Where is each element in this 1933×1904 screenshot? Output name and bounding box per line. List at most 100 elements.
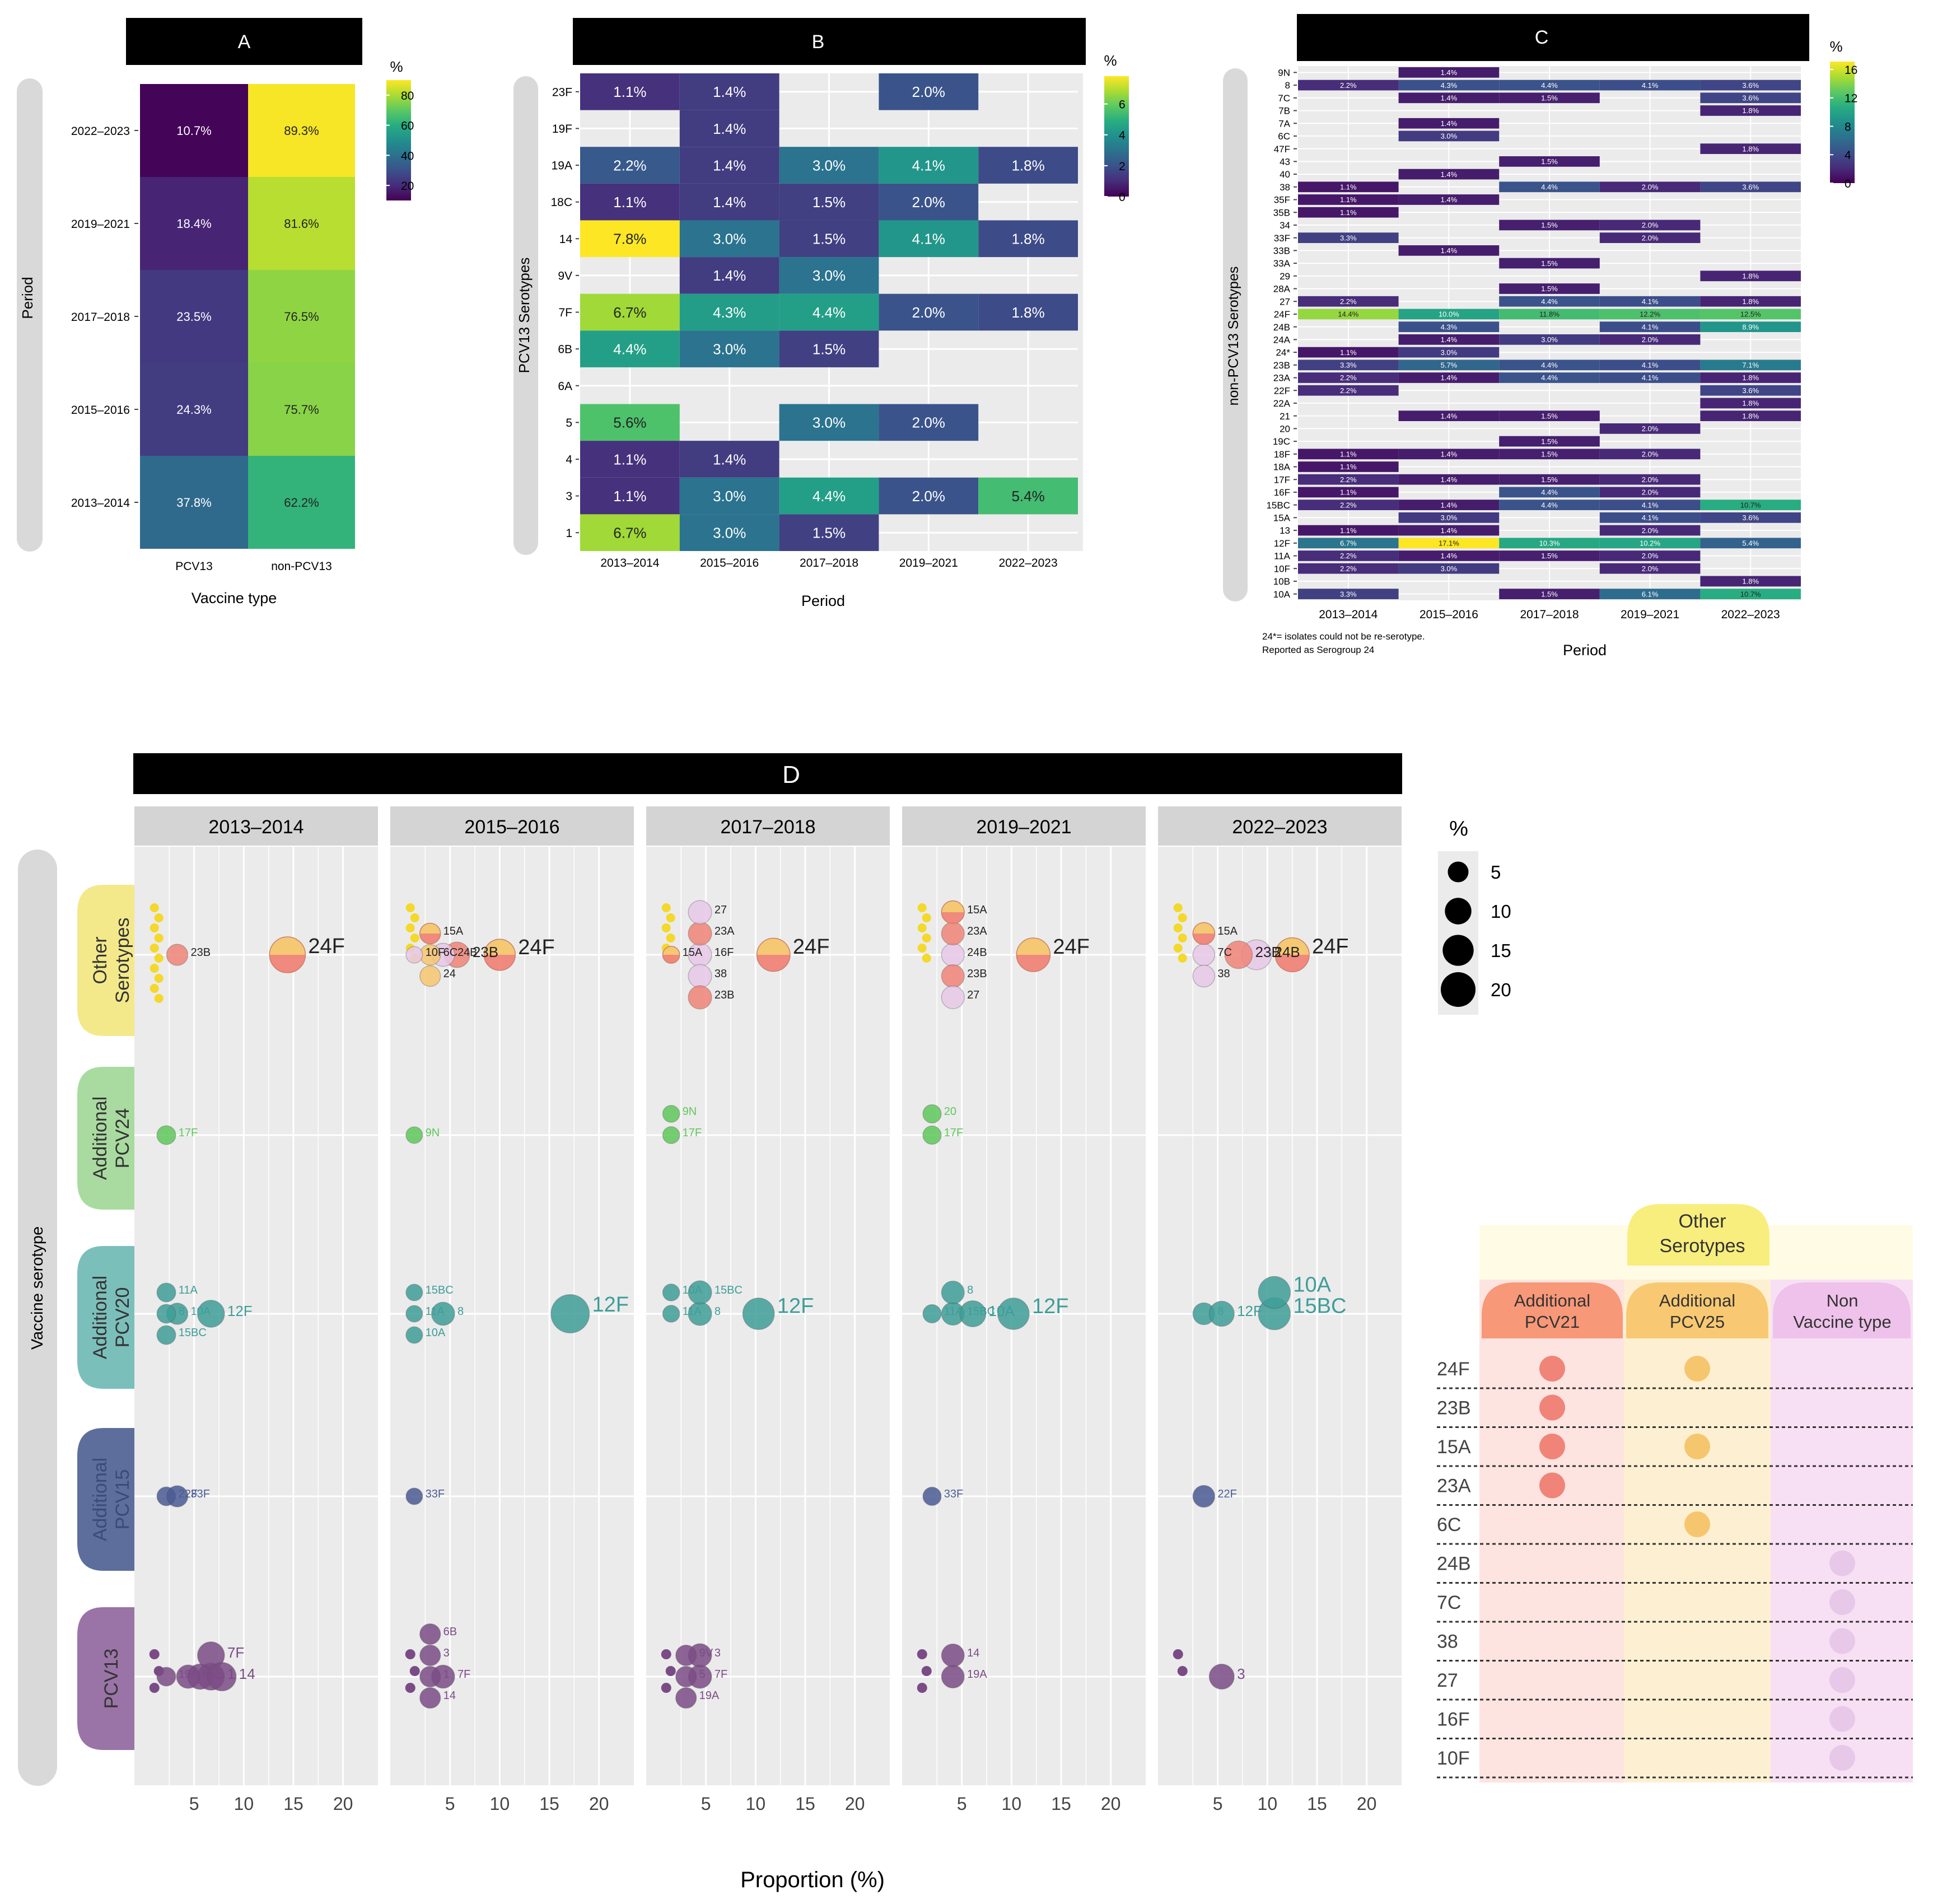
heatmap-cell xyxy=(679,514,779,551)
heatmap-cell xyxy=(679,477,779,515)
data-point-label: 5 xyxy=(699,1668,706,1681)
y-tick-label: 6A xyxy=(558,380,572,393)
heatmap-cell-label: 1.4% xyxy=(1441,501,1458,509)
heatmap-cell xyxy=(1599,181,1701,193)
heatmap-cell-label: 4.4% xyxy=(1541,501,1558,509)
x-tick-label: 10 xyxy=(490,1794,510,1814)
heatmap-cell-label: 75.7% xyxy=(284,403,319,417)
panel-b-title-bar xyxy=(573,18,1086,65)
heatmap-cell-label: 1.5% xyxy=(813,340,846,357)
x-tick-label: 20 xyxy=(333,1794,353,1814)
heatmap-cell xyxy=(1398,360,1500,371)
heatmap-cell xyxy=(1298,80,1399,91)
facet-strip xyxy=(646,806,890,846)
heatmap-cell-label: 2.2% xyxy=(1340,81,1357,90)
background-point xyxy=(150,984,159,993)
heatmap-cell-label: 1.1% xyxy=(613,488,646,505)
heatmap-cell xyxy=(1599,449,1701,460)
heatmap-cell-label: 3.6% xyxy=(1742,81,1759,90)
data-point xyxy=(1224,940,1253,969)
heatmap-cell-label: 1.8% xyxy=(1011,304,1044,321)
data-point-label: 14 xyxy=(967,1647,979,1659)
heatmap-cell-label: 10.7% xyxy=(176,124,211,138)
panel-a-title-bar xyxy=(126,18,362,65)
data-point xyxy=(166,944,189,966)
data-point-label: 33F xyxy=(426,1488,445,1500)
y-tick-label: 22A xyxy=(1273,398,1291,409)
colorbar-tick-label: 20 xyxy=(401,180,414,193)
heatmap-cell-label: 1.5% xyxy=(1541,221,1558,230)
data-point xyxy=(662,1284,680,1301)
y-tick-label: 2017–2018 xyxy=(71,311,130,324)
heatmap-cell-label: 4.4% xyxy=(613,340,646,357)
data-point-label: 15A xyxy=(967,904,987,916)
y-tick-label: 7F xyxy=(558,306,572,319)
heatmap-cell-label: 1.5% xyxy=(1541,259,1558,268)
heatmap-cell-label: 1.4% xyxy=(1441,335,1458,344)
heatmap-cell xyxy=(1398,309,1500,320)
heatmap-cell xyxy=(580,330,680,367)
legend-row-marker xyxy=(1539,1356,1565,1382)
x-tick-label: 2015–2016 xyxy=(1420,608,1478,621)
row-strip-label: AdditionalPCV24 xyxy=(90,1096,133,1180)
heatmap-cell-label: 1.5% xyxy=(1541,437,1558,446)
heatmap-cell-label: 2.0% xyxy=(1642,424,1659,433)
heatmap-cell-label: 4.4% xyxy=(813,488,846,505)
heatmap-cell xyxy=(1298,550,1399,561)
y-tick-label: 24A xyxy=(1273,334,1291,345)
heatmap-cell xyxy=(140,456,248,549)
data-point xyxy=(431,1301,455,1326)
heatmap-cell xyxy=(879,73,979,110)
heatmap-cell-label: 2.0% xyxy=(1642,234,1659,242)
x-tick-label: 10 xyxy=(1258,1794,1278,1814)
row-strip-label: AdditionalPCV15 xyxy=(90,1458,133,1541)
heatmap-cell-label: 1.1% xyxy=(1340,488,1357,497)
heatmap-cell xyxy=(1499,474,1600,485)
heatmap-cell-label: 6.7% xyxy=(613,525,646,542)
data-point-label: 24F xyxy=(308,935,344,958)
panel-d: D Vaccine serotype OtherSerotypes Additio… xyxy=(18,753,1511,1892)
data-point-label: 14 xyxy=(443,1690,456,1702)
heatmap-cell xyxy=(1700,538,1801,549)
heatmap-cell xyxy=(1298,385,1399,396)
heatmap-cell-label: 3.3% xyxy=(1340,234,1357,242)
heatmap-cell-label: 12.5% xyxy=(1740,310,1761,319)
data-point-label: 8 xyxy=(457,1305,464,1318)
legend-row: 24B xyxy=(1437,1550,1913,1584)
row-strip-label-line: Additional xyxy=(90,1276,111,1359)
heatmap-cell-label: 3.6% xyxy=(1742,94,1759,102)
data-point-lower xyxy=(1016,955,1050,972)
heatmap-cell xyxy=(1700,296,1801,307)
heatmap-cell-label: 2.0% xyxy=(912,414,945,431)
panel-c-serotype-strip xyxy=(1223,68,1248,601)
heatmap-cell xyxy=(1700,500,1801,510)
data-point-label: 8 xyxy=(715,1305,721,1318)
panel-a-y-tick-labels: 2013–2014 2015–2016 2017–2018 2019–2021 2022… xyxy=(71,125,138,510)
row-strip-shape xyxy=(77,1246,134,1389)
heatmap-cell xyxy=(1599,423,1701,434)
y-tick-label: 3 xyxy=(566,490,572,503)
heatmap-cell-label: 1.5% xyxy=(1541,412,1558,420)
y-tick-label: 12F xyxy=(1274,538,1290,549)
legend-column-header: Additional PCV25 xyxy=(1659,1291,1735,1332)
heatmap-cell xyxy=(1599,80,1701,91)
heatmap-cell xyxy=(580,73,680,110)
background-point xyxy=(150,964,159,973)
panel-d-vaccine-strip xyxy=(18,850,57,1786)
heatmap-cell-label: 10.3% xyxy=(1539,539,1560,547)
heatmap-cell xyxy=(1298,232,1399,243)
heatmap-cell-label: 4.1% xyxy=(1642,514,1659,522)
heatmap-cell-label: 3.0% xyxy=(713,340,746,357)
heatmap-cell-label: 1.1% xyxy=(1340,526,1357,535)
heatmap-cell xyxy=(779,404,879,441)
panel-b-legend-title: % xyxy=(1104,52,1117,69)
data-point-label: 11A xyxy=(179,1284,198,1296)
heatmap-cell-label: 2.0% xyxy=(1642,450,1659,458)
colorbar-tick-label: 12 xyxy=(1845,92,1857,105)
data-point xyxy=(483,939,516,971)
heatmap-cell xyxy=(1499,550,1600,561)
heatmap-cell xyxy=(1298,449,1399,460)
